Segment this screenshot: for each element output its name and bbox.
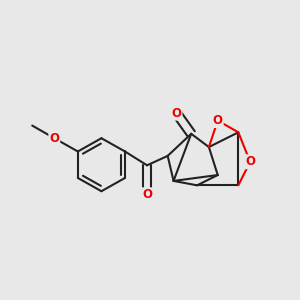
Text: O: O xyxy=(245,155,255,168)
Text: O: O xyxy=(49,132,59,145)
Text: O: O xyxy=(142,188,152,201)
Text: O: O xyxy=(213,114,223,127)
Text: O: O xyxy=(172,107,182,120)
